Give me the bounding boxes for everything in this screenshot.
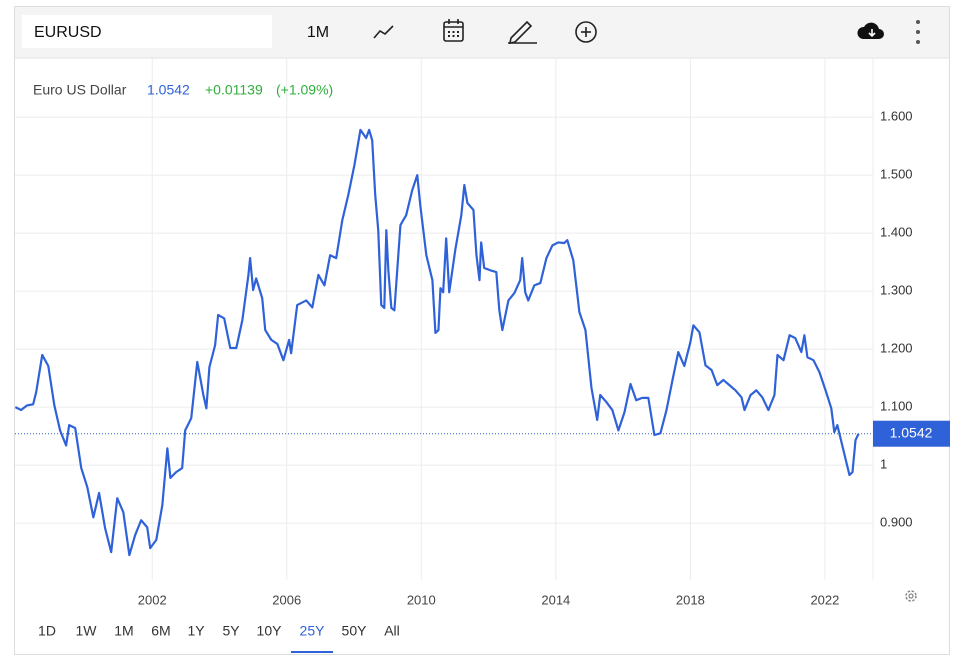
x-tick-label: 2002: [138, 592, 167, 607]
symbol-text: EURUSD: [34, 24, 102, 41]
price-line: [14, 128, 860, 557]
range-button[interactable]: 50Y: [342, 623, 368, 639]
y-tick-label: 1: [880, 457, 887, 472]
last-price: 1.0542: [147, 82, 190, 98]
y-tick-label: 1.500: [880, 167, 913, 182]
y-tick-label: 1.600: [880, 109, 913, 124]
line-style-icon[interactable]: [373, 25, 394, 39]
last-price-tag: [873, 420, 950, 447]
calendar-icon[interactable]: [443, 19, 464, 42]
range-button[interactable]: 5Y: [222, 623, 240, 639]
plot-area: [14, 58, 873, 580]
range-button[interactable]: 1W: [76, 623, 98, 639]
interval-button[interactable]: 1M: [307, 24, 329, 41]
range-button[interactable]: All: [384, 623, 400, 639]
y-tick-label: 1.200: [880, 341, 913, 356]
menu-icon[interactable]: [916, 20, 920, 44]
x-tick-label: 2006: [272, 592, 301, 607]
instrument-name: Euro US Dollar: [33, 82, 127, 98]
range-button[interactable]: 1Y: [187, 623, 205, 639]
add-indicator-icon[interactable]: [575, 21, 597, 43]
price-change: +0.01139: [205, 82, 263, 98]
last-price-tag-label: 1.0542: [890, 424, 933, 440]
y-tick-label: 1.300: [880, 283, 913, 298]
y-tick-label: 1.100: [880, 399, 913, 414]
range-button[interactable]: 10Y: [257, 623, 283, 639]
x-tick-label: 2022: [810, 592, 839, 607]
range-button[interactable]: 1D: [38, 623, 56, 639]
symbol-input[interactable]: [22, 15, 272, 48]
download-icon[interactable]: [857, 22, 884, 39]
price-change-percent: (+1.09%): [276, 82, 333, 98]
x-tick-label: 2010: [407, 592, 436, 607]
range-button[interactable]: 6M: [151, 623, 170, 639]
x-tick-label: 2018: [676, 592, 705, 607]
x-tick-label: 2014: [541, 592, 570, 607]
range-button[interactable]: 25Y: [300, 623, 326, 639]
frame: [14, 6, 950, 655]
y-tick-label: 1.400: [880, 225, 913, 240]
y-tick-label: 0.900: [880, 515, 913, 530]
settings-icon[interactable]: [905, 590, 917, 602]
range-button[interactable]: 1M: [114, 623, 133, 639]
draw-icon[interactable]: [508, 20, 537, 45]
range-bar: 1D 1W 1M 6M 1Y 5Y 10Y 25Y 50Y All: [38, 623, 400, 653]
